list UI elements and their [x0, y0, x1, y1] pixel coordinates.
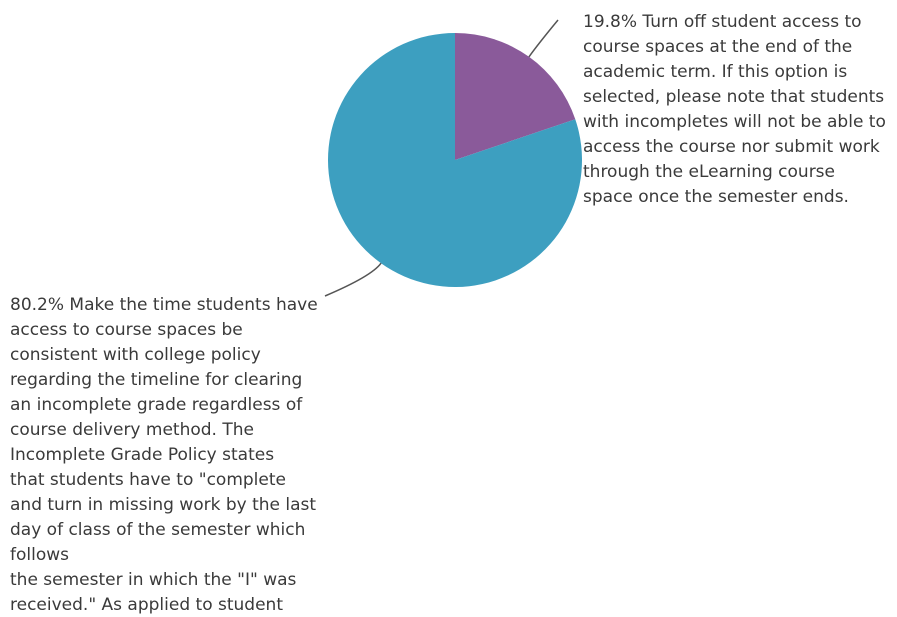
label-line: space once the semester ends. [583, 187, 849, 207]
slice-label-turn-off-access: 19.8% Turn off student access to course s… [583, 12, 886, 207]
label-line: consistent with college policy [10, 345, 261, 365]
label-line: access the course nor submit work [583, 137, 880, 157]
label-line: 80.2% Make the time students have [10, 295, 318, 315]
slice-label-make-time-consistent: 80.2% Make the time students have access … [10, 295, 318, 615]
label-line: through the eLearning course [583, 162, 835, 182]
pie-slices [328, 33, 582, 287]
label-line: the semester in which the "I" was [10, 570, 297, 590]
label-line: with incompletes will not be able to [583, 112, 886, 132]
label-line: course spaces at the end of the [583, 37, 852, 57]
label-line: regarding the timeline for clearing [10, 370, 302, 390]
label-line: received." As applied to student [10, 595, 283, 615]
leader-line-0 [528, 19, 559, 58]
label-line: academic term. If this option is [583, 62, 847, 82]
label-line: selected, please note that students [583, 87, 884, 107]
label-line: day of class of the semester which [10, 520, 305, 540]
label-line: an incomplete grade regardless of [10, 395, 303, 415]
label-line: that students have to "complete [10, 470, 286, 490]
leader-line-1 [324, 262, 382, 297]
pie-slice-1 [328, 33, 582, 287]
label-line: and turn in missing work by the last [10, 495, 316, 515]
label-line: 19.8% Turn off student access to [583, 12, 862, 32]
label-line: course delivery method. The [10, 420, 254, 440]
pie-slice-0 [455, 33, 576, 160]
label-line: follows [10, 545, 69, 565]
label-line: access to course spaces be [10, 320, 243, 340]
label-line: Incomplete Grade Policy states [10, 445, 274, 465]
leader-lines [324, 19, 559, 297]
